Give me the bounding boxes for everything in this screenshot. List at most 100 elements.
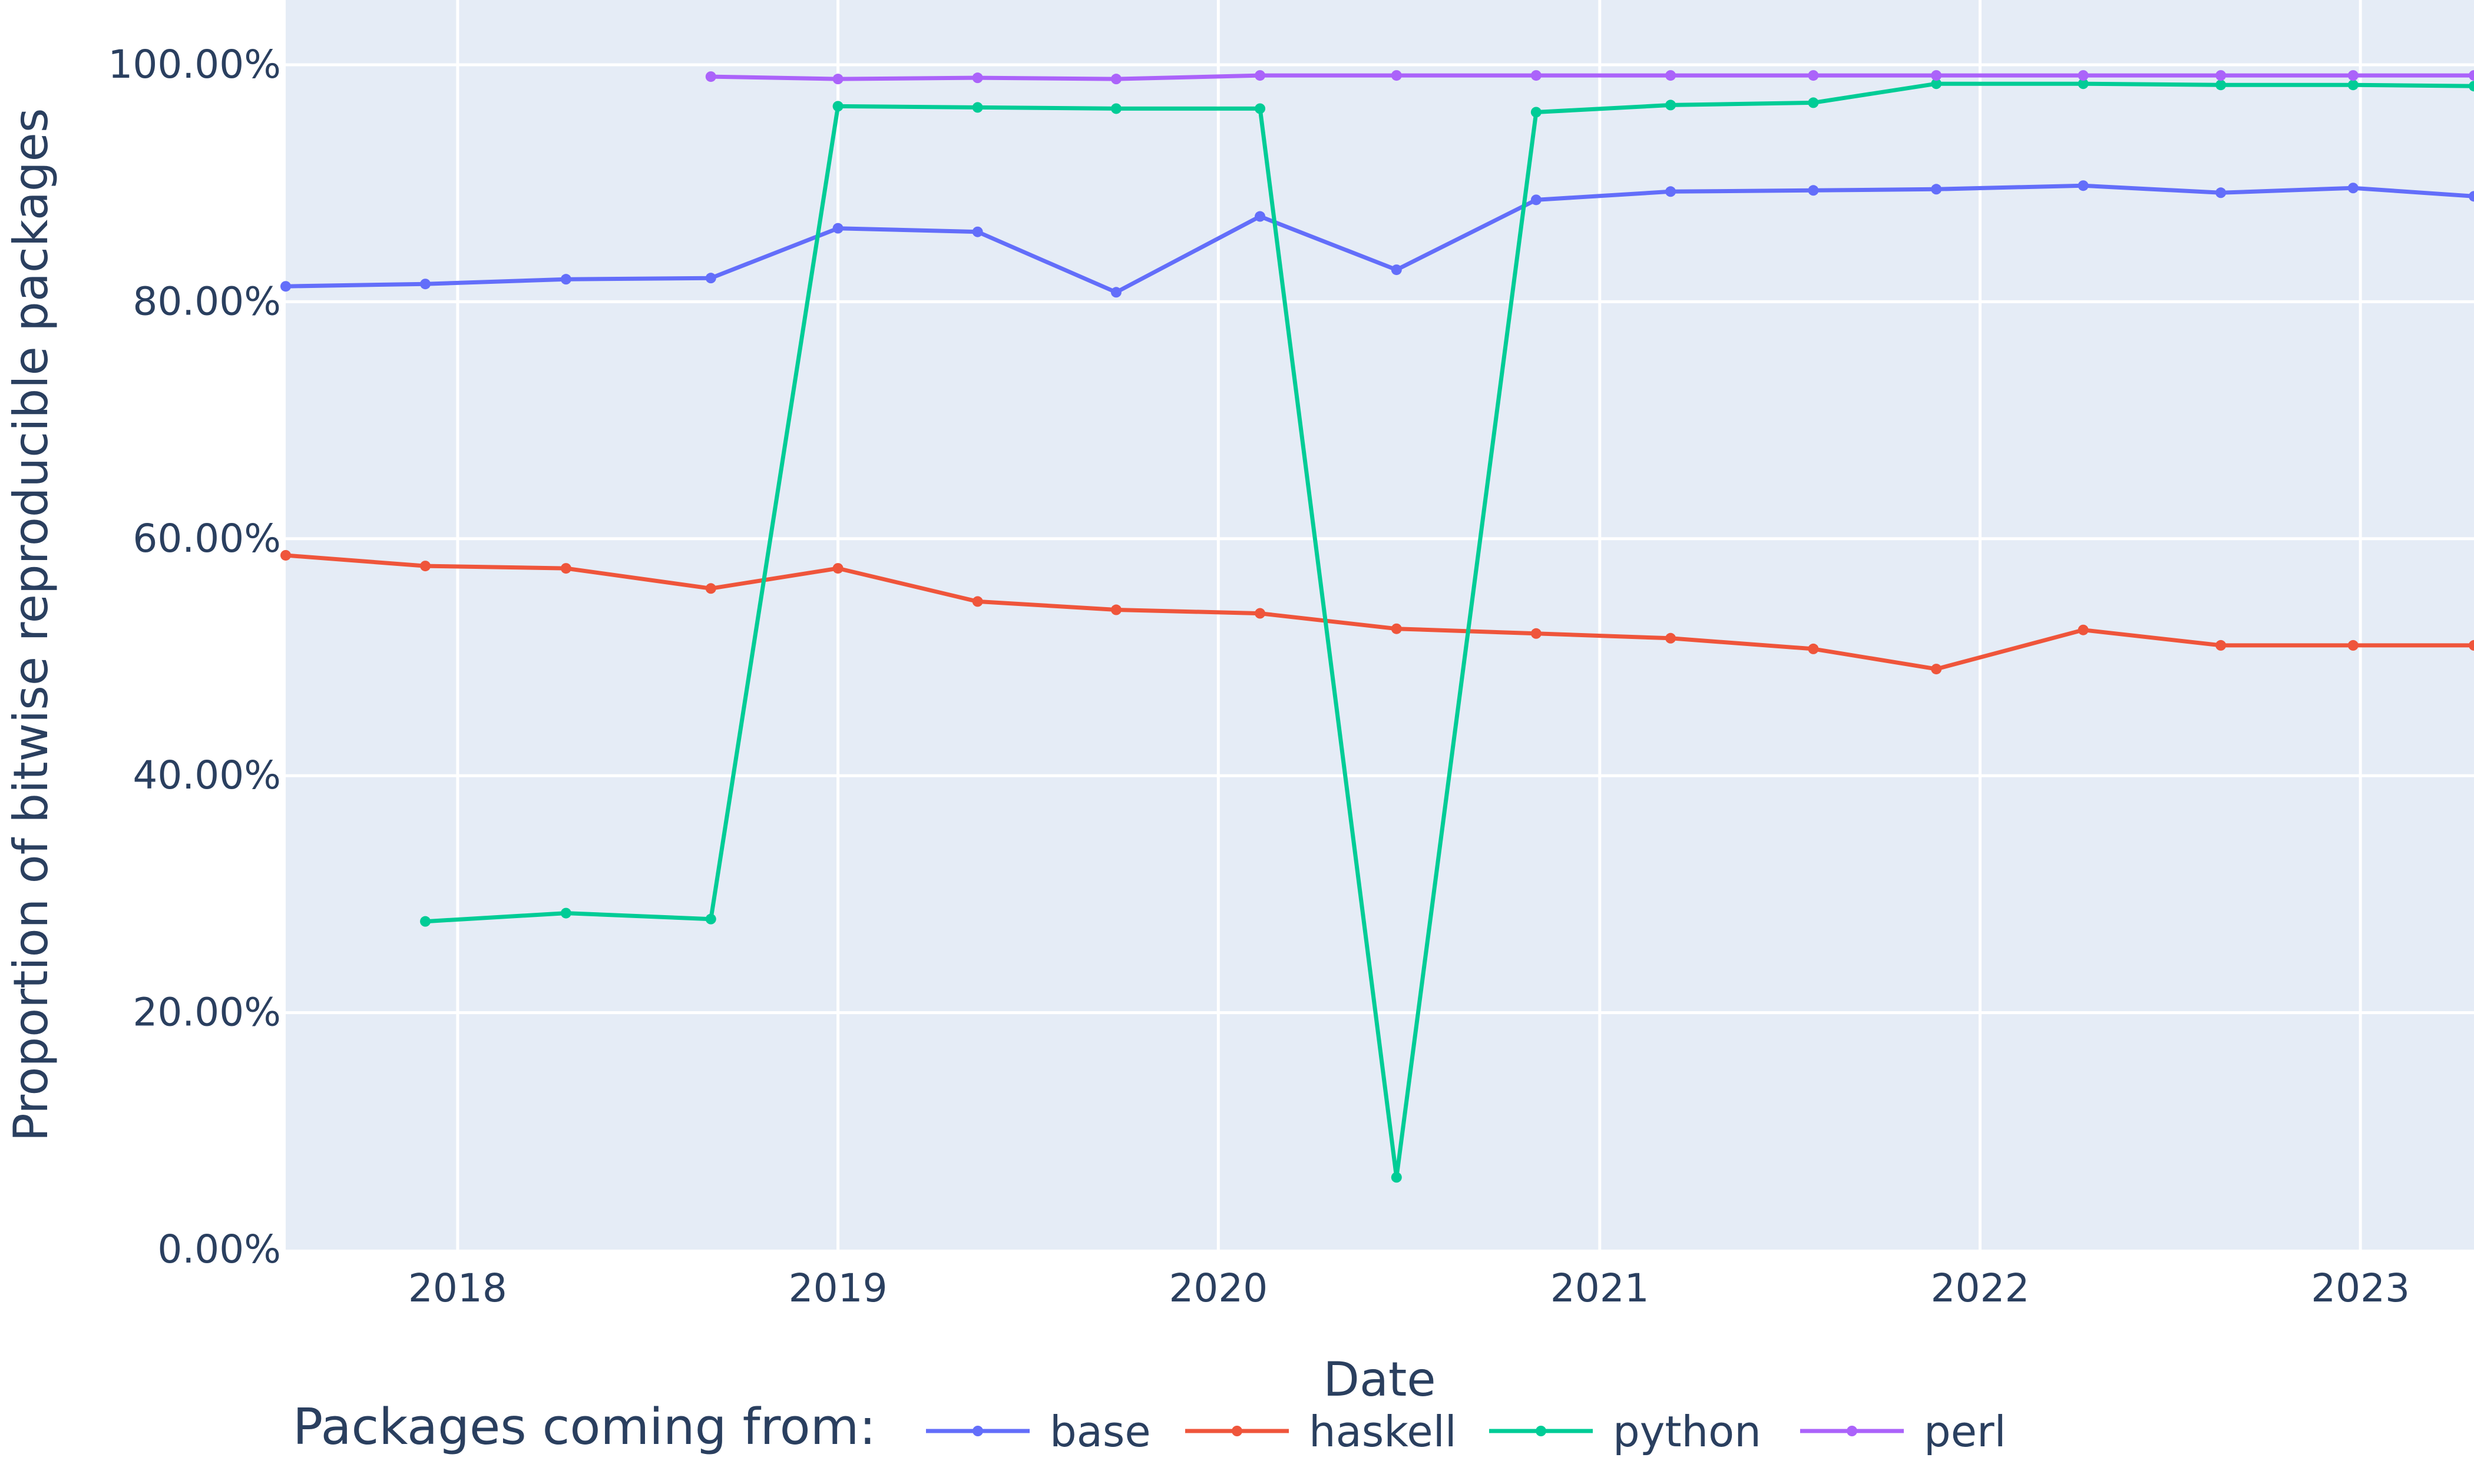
data-point-haskell bbox=[2215, 640, 2227, 651]
data-point-perl bbox=[972, 72, 983, 84]
data-point-base bbox=[1255, 211, 1266, 222]
data-point-base bbox=[2215, 187, 2227, 198]
data-point-python bbox=[1110, 103, 1122, 114]
legend-marker-haskell bbox=[1232, 1426, 1242, 1436]
data-point-perl bbox=[1530, 70, 1542, 81]
data-point-haskell bbox=[832, 563, 844, 574]
data-point-base bbox=[2078, 180, 2089, 191]
legend-item-base: base bbox=[926, 1407, 1151, 1456]
x-tick-label: 2018 bbox=[408, 1266, 507, 1311]
legend-label-perl: perl bbox=[1924, 1407, 2006, 1456]
data-point-haskell bbox=[1665, 632, 1676, 644]
data-point-python bbox=[832, 101, 844, 112]
legend-item-haskell: haskell bbox=[1185, 1407, 1457, 1456]
data-point-python bbox=[972, 102, 983, 113]
data-point-haskell bbox=[2347, 640, 2359, 651]
legend-marker-perl bbox=[1847, 1426, 1857, 1436]
data-point-base bbox=[972, 226, 983, 237]
data-point-haskell bbox=[1110, 604, 1122, 615]
data-point-python bbox=[1808, 97, 1819, 108]
data-point-perl bbox=[2347, 70, 2359, 81]
data-point-haskell bbox=[280, 549, 291, 561]
y-tick-label: 80.00% bbox=[133, 279, 281, 324]
series-line-perl bbox=[710, 73, 2474, 81]
series-haskell bbox=[280, 549, 2474, 675]
y-tick-label: 0.00% bbox=[157, 1227, 281, 1272]
data-point-perl bbox=[1665, 70, 1676, 81]
y-tick-label: 20.00% bbox=[133, 990, 281, 1035]
data-point-haskell bbox=[972, 596, 983, 607]
data-point-python bbox=[2347, 80, 2359, 91]
data-point-python bbox=[1931, 78, 1942, 90]
data-point-haskell bbox=[1530, 628, 1542, 639]
x-tick-label: 2021 bbox=[1550, 1266, 1649, 1311]
series-base bbox=[280, 180, 2474, 298]
grid-lines bbox=[286, 0, 2474, 1250]
data-point-python bbox=[560, 907, 571, 919]
series-perl bbox=[705, 70, 2474, 85]
data-point-base bbox=[705, 273, 716, 284]
data-point-base bbox=[1665, 186, 1676, 197]
data-point-perl bbox=[2078, 70, 2089, 81]
data-point-haskell bbox=[560, 563, 571, 574]
x-tick-label: 2020 bbox=[1169, 1266, 1268, 1311]
data-point-perl bbox=[1391, 70, 1402, 81]
data-point-perl bbox=[2215, 70, 2227, 81]
y-axis-ticks: 0.00% 20.00% 40.00% 60.00% 80.00% 100.00% bbox=[108, 42, 281, 1272]
data-point-python bbox=[705, 913, 716, 925]
data-point-python bbox=[2215, 80, 2227, 91]
legend-item-perl: perl bbox=[1800, 1407, 2006, 1456]
data-point-perl bbox=[1110, 74, 1122, 85]
data-point-haskell bbox=[1255, 608, 1266, 619]
data-point-base bbox=[2347, 183, 2359, 194]
x-axis-ticks: 2018 2019 2020 2021 2022 2023 bbox=[408, 1266, 2410, 1311]
data-point-haskell bbox=[1931, 664, 1942, 675]
y-tick-label: 100.00% bbox=[108, 42, 281, 87]
data-point-python bbox=[2469, 81, 2474, 92]
series-python bbox=[420, 78, 2474, 1183]
data-point-perl bbox=[1808, 70, 1819, 81]
data-point-haskell bbox=[2078, 624, 2089, 635]
legend-label-haskell: haskell bbox=[1309, 1407, 1457, 1456]
data-point-python bbox=[2078, 78, 2089, 90]
series-layer bbox=[280, 70, 2474, 1183]
y-tick-label: 60.00% bbox=[133, 516, 281, 561]
legend-label-python: python bbox=[1613, 1407, 1761, 1456]
x-tick-label: 2019 bbox=[789, 1266, 888, 1311]
legend: Packages coming from: base haskell python p… bbox=[293, 1398, 2006, 1456]
legend-marker-python bbox=[1536, 1426, 1546, 1436]
data-point-base bbox=[1808, 185, 1819, 196]
data-point-haskell bbox=[1808, 643, 1819, 654]
x-tick-label: 2023 bbox=[2311, 1266, 2410, 1311]
data-point-perl bbox=[1931, 70, 1942, 81]
data-point-base bbox=[832, 223, 844, 234]
data-point-haskell bbox=[420, 561, 431, 572]
data-point-base bbox=[1530, 194, 1542, 206]
y-axis-title: Proportion of bitwise reproducible packa… bbox=[4, 108, 58, 1141]
data-point-python bbox=[1255, 103, 1266, 114]
data-point-base bbox=[1391, 264, 1402, 276]
data-point-haskell bbox=[1391, 623, 1402, 634]
data-point-base bbox=[1931, 184, 1942, 195]
data-point-base bbox=[420, 279, 431, 290]
x-tick-label: 2022 bbox=[1930, 1266, 2029, 1311]
data-point-python bbox=[1665, 100, 1676, 111]
data-point-perl bbox=[832, 74, 844, 85]
data-point-haskell bbox=[705, 583, 716, 594]
data-point-base bbox=[560, 274, 571, 285]
data-point-python bbox=[420, 916, 431, 927]
data-point-perl bbox=[705, 71, 716, 82]
data-point-base bbox=[2469, 191, 2474, 202]
data-point-perl bbox=[1255, 70, 1266, 81]
y-tick-label: 40.00% bbox=[133, 753, 281, 798]
data-point-base bbox=[280, 281, 291, 292]
data-point-base bbox=[1110, 287, 1122, 298]
x-axis-title: Date bbox=[1323, 1352, 1436, 1407]
legend-item-python: python bbox=[1489, 1407, 1761, 1456]
data-point-python bbox=[1391, 1172, 1402, 1183]
data-point-perl bbox=[2469, 70, 2474, 81]
data-point-haskell bbox=[2469, 640, 2474, 651]
legend-title: Packages coming from: bbox=[293, 1398, 876, 1456]
legend-marker-base bbox=[973, 1426, 983, 1436]
